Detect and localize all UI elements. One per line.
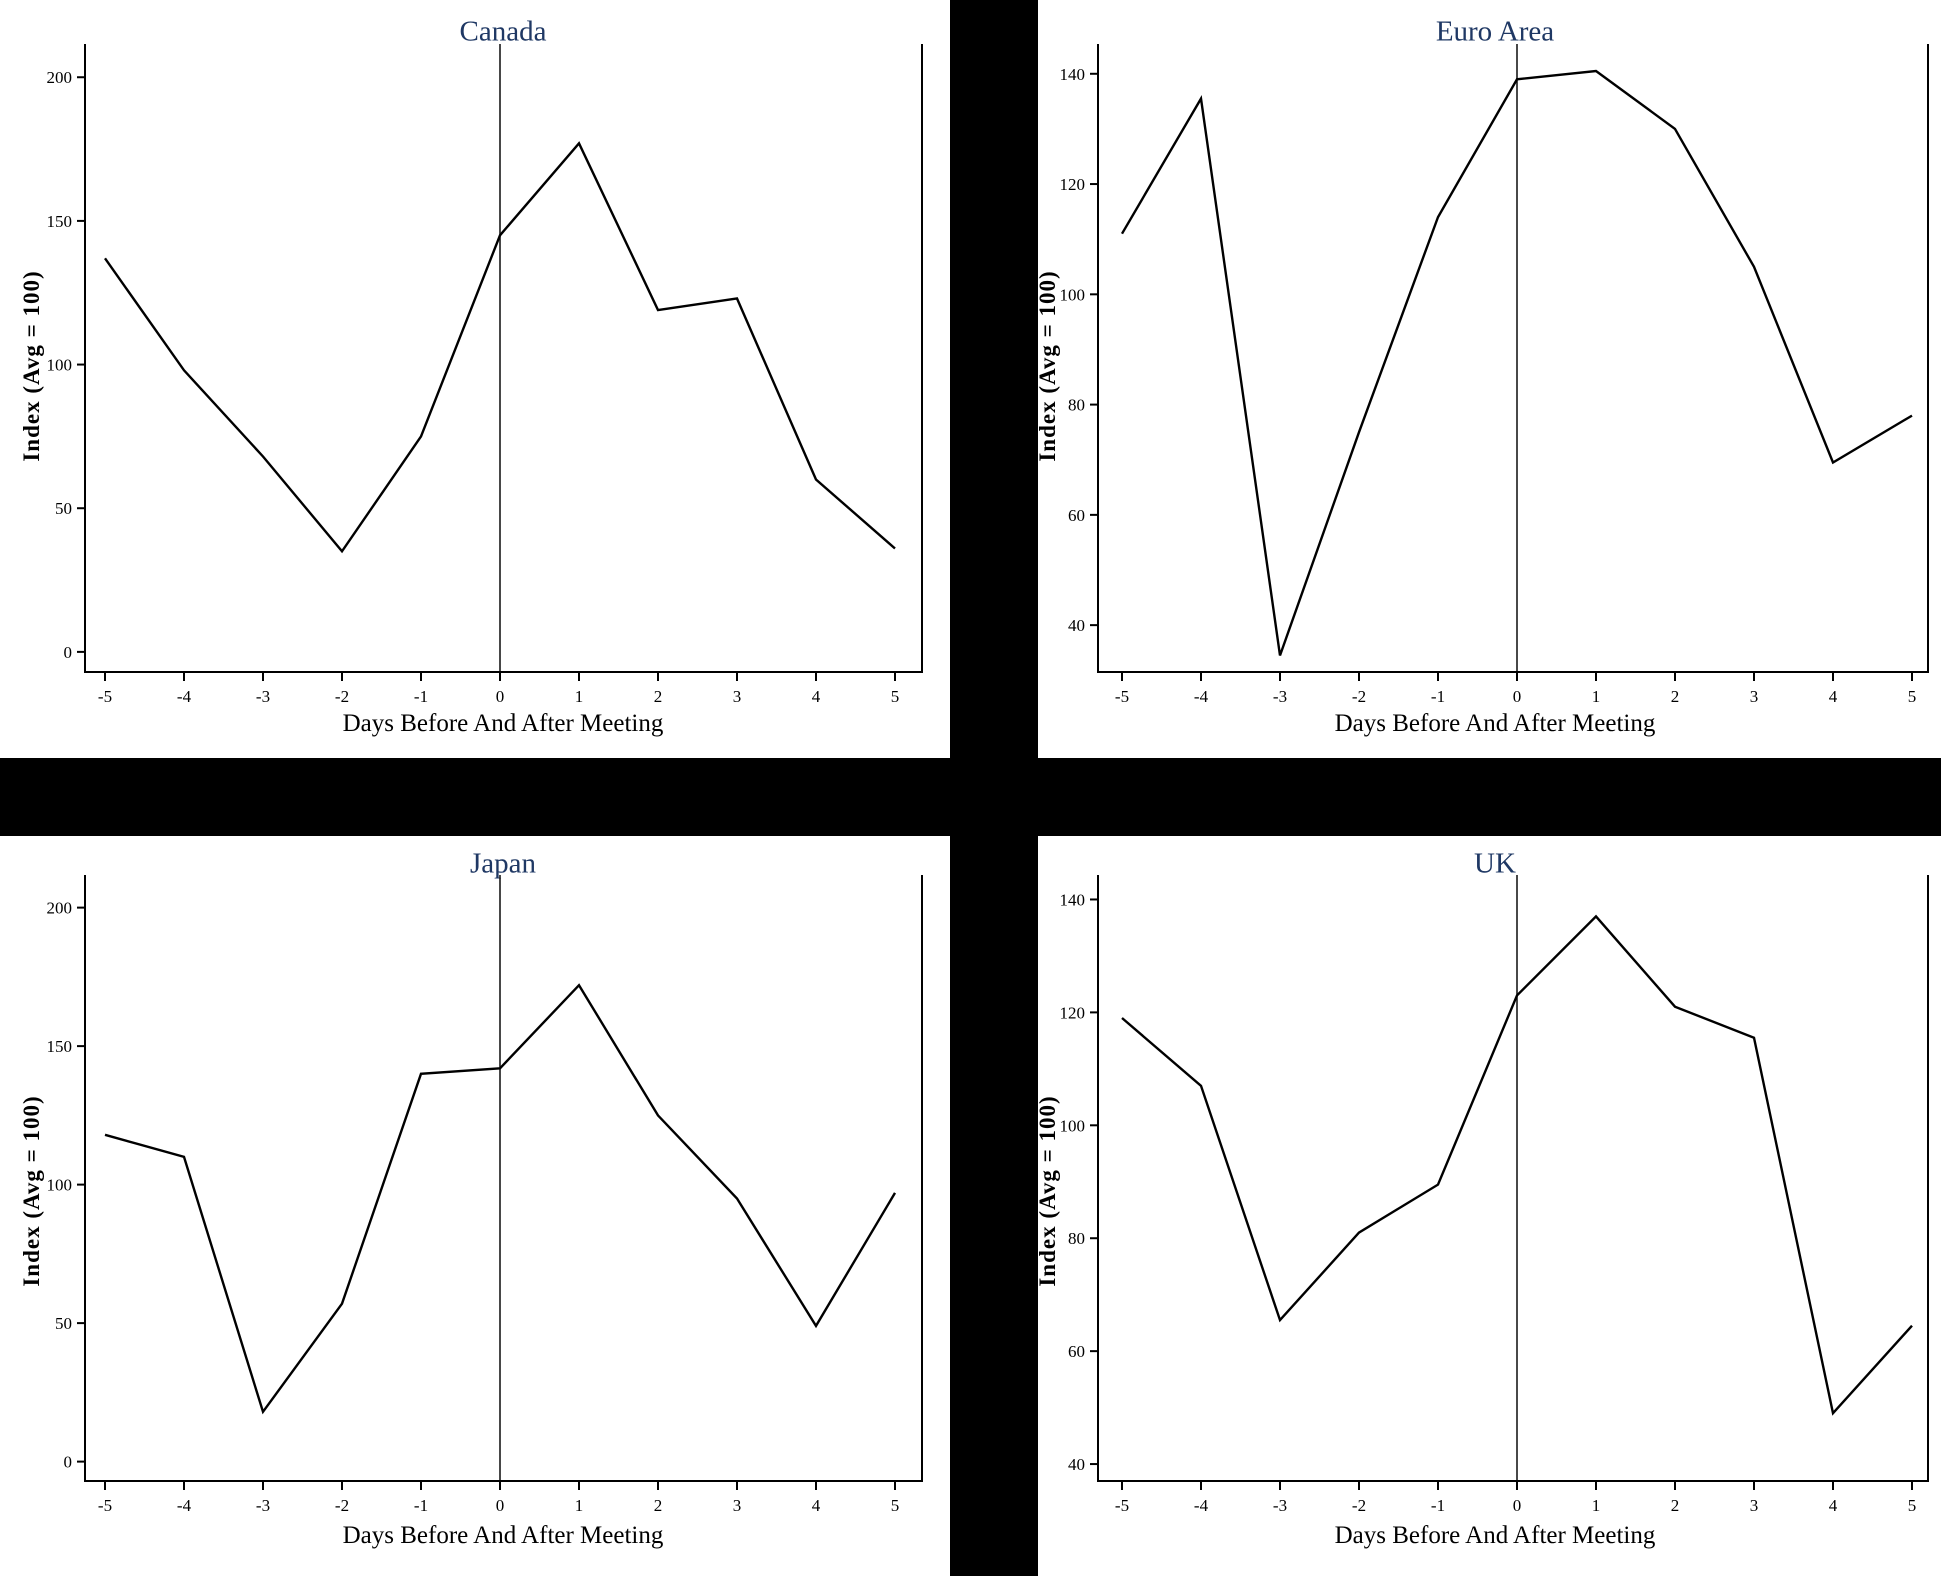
x-tick-label: 5 [1908,1496,1917,1515]
panel-canada: Canada Index (Avg = 100) 0 50 100 150 200 -5-… [0,0,950,758]
panel-uk: UK Index (Avg = 100) 40 60 80 100 120 140 -5 -4… [1035,836,1941,1576]
y-tick-label: 100 [1060,1116,1086,1135]
y-tick-label: 100 [47,1176,73,1195]
panel-japan: Japan Index (Avg = 100) 0 50 100 150 200 -5 -4… [0,836,950,1576]
x-tick-label: -1 [414,687,428,706]
panel-euro-area: Euro Area Index (Avg = 100) 40 60 80 100 120… [1035,0,1941,758]
x-tick-label: 1 [1592,1496,1601,1515]
x-tick-label: -5 [1115,1496,1129,1515]
x-tick-label: -1 [1431,1496,1445,1515]
x-axis-label-euro-area: Days Before And After Meeting [1334,710,1656,737]
plot-area-canada: 0 50 100 150 200 -5 -4 -3 -2 -1 0 1 2 3 4 5 [47,44,923,706]
x-tick-label: 1 [575,1496,584,1515]
chart-title-uk: UK [1474,847,1516,880]
x-tick-label: -3 [256,687,270,706]
chart-title-canada: Canada [459,15,547,48]
x-tick-label: 4 [1829,687,1838,706]
y-tick-label: 200 [47,68,73,87]
x-tick-label: 5 [891,687,900,706]
x-tick-label: 5 [891,1496,900,1515]
y-tick-label: 50 [55,499,72,518]
x-tick-label: -5 [98,1496,112,1515]
x-tick-label: -1 [414,1496,428,1515]
horizontal-separator-band [0,758,1941,836]
y-tick-label: 60 [1068,1342,1085,1361]
x-tick-label: 4 [812,687,821,706]
series-line [1120,69,1913,656]
y-tick-label: 60 [1068,506,1085,525]
y-tick-label: 80 [1068,1229,1085,1248]
x-tick-label: -2 [335,687,349,706]
x-tick-label: 2 [654,1496,663,1515]
x-tick-label: 5 [1908,687,1917,706]
x-tick-label: 0 [496,1496,505,1515]
x-tick-label: -2 [1352,1496,1366,1515]
x-tick-label: 4 [1829,1496,1838,1515]
y-tick-label: 100 [47,356,73,375]
x-axis-label-canada: Days Before And After Meeting [342,710,664,737]
plot-area-uk: 40 60 80 100 120 140 -5 -4 -3 -2 -1 0 1 2 3 4 5 [1060,875,1929,1515]
x-tick-label: -3 [256,1496,270,1515]
x-tick-label: -2 [1352,687,1366,706]
x-tick-label: 1 [1592,687,1601,706]
x-tick-label: 0 [496,687,505,706]
series-line [1121,914,1913,1416]
x-axis-label-uk: Days Before And After Meeting [1334,1522,1656,1549]
series-line [104,983,897,1415]
y-tick-label: 40 [1068,1455,1085,1474]
plot-area-japan: 0 50 100 150 200 -5 -4 -3 -2 -1 0 1 2 3 4 5 [47,875,923,1515]
y-tick-label: 0 [64,643,73,662]
x-tick-label: 3 [733,687,742,706]
plot-area-euro-area: 40 60 80 100 120 140 -5 -4 -3 -2 -1 0 1 2 3 4 5 [1060,44,1929,706]
y-tick-label: 200 [47,899,73,918]
x-tick-label: -3 [1273,1496,1287,1515]
x-tick-label: 3 [733,1496,742,1515]
y-tick-label: 50 [55,1314,72,1333]
y-tick-label: 150 [47,1037,73,1056]
chart-title-euro-area: Euro Area [1435,15,1555,48]
x-tick-label: 3 [1750,687,1759,706]
series-line [104,141,896,554]
x-tick-label: 0 [1513,1496,1522,1515]
x-tick-label: 0 [1513,687,1522,706]
x-tick-label: -4 [177,1496,192,1515]
chart-title-japan: Japan [469,847,537,880]
x-tick-label: -4 [1194,1496,1209,1515]
x-tick-label: -3 [1273,687,1287,706]
x-tick-label: 1 [575,687,584,706]
x-tick-label: 2 [654,687,663,706]
y-tick-label: 140 [1060,65,1086,84]
x-tick-label: -4 [177,687,192,706]
y-tick-label: 100 [1060,285,1086,304]
y-tick-label: 0 [64,1453,73,1472]
x-tick-label: 4 [812,1496,821,1515]
x-tick-label: -2 [335,1496,349,1515]
y-tick-label: 120 [1060,175,1086,194]
x-tick-label: -4 [1194,687,1209,706]
x-tick-label: -1 [1431,687,1445,706]
y-tick-label: 150 [47,212,73,231]
y-tick-label: 120 [1060,1003,1086,1022]
x-tick-label: 2 [1671,1496,1680,1515]
x-tick-label: 3 [1750,1496,1759,1515]
x-axis-label-japan: Days Before And After Meeting [342,1522,664,1549]
y-tick-label: 140 [1060,890,1086,909]
y-tick-label: 80 [1068,396,1085,415]
y-tick-label: 40 [1068,616,1085,635]
x-tick-label: 2 [1671,687,1680,706]
x-tick-label: -5 [98,687,112,706]
x-tick-label: -5 [1115,687,1129,706]
